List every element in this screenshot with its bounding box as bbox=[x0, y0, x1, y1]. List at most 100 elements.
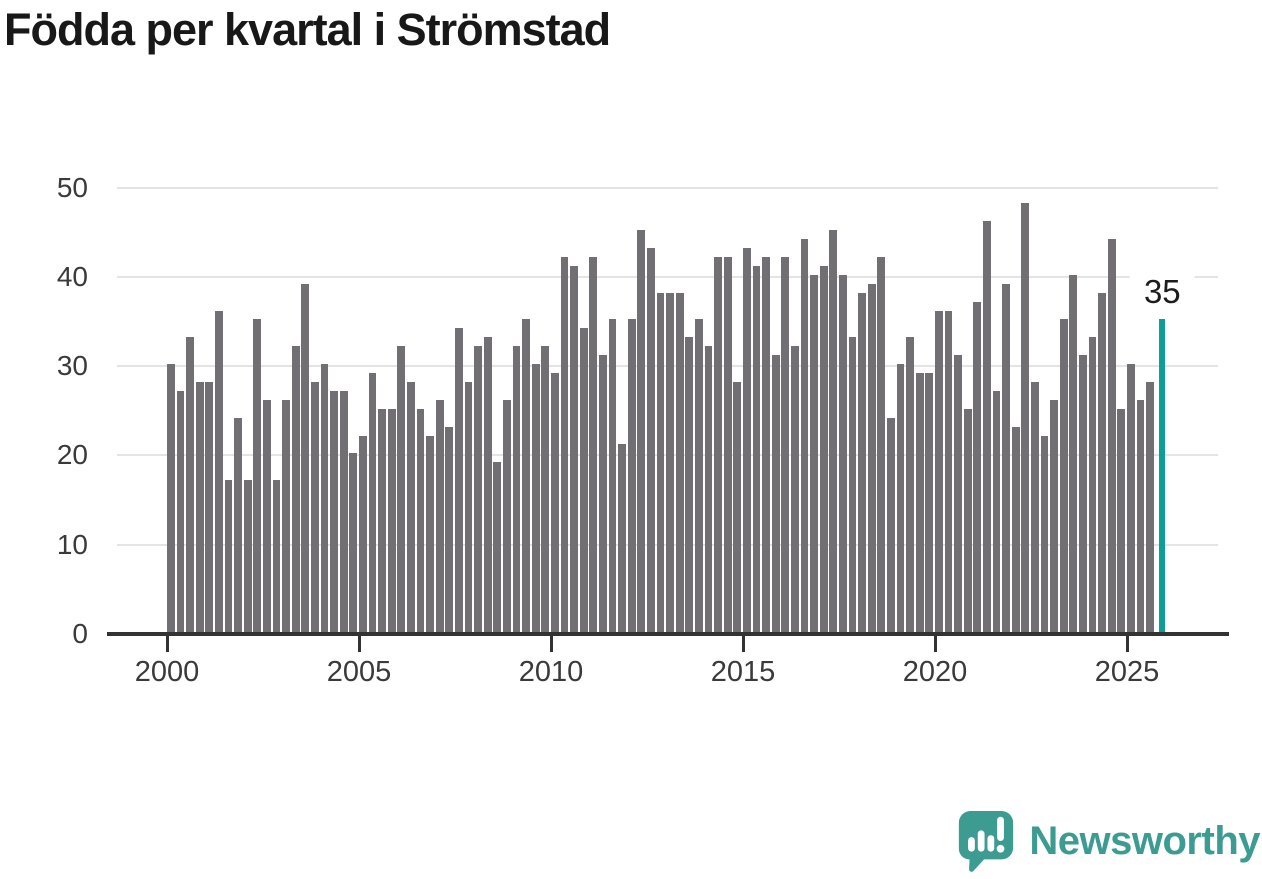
bar bbox=[944, 310, 953, 632]
y-axis-tick-label: 20 bbox=[56, 439, 88, 471]
x-axis-tick-label: 2015 bbox=[710, 656, 776, 688]
bar bbox=[599, 355, 607, 632]
bar bbox=[848, 337, 857, 632]
bar bbox=[483, 337, 492, 632]
x-axis-tick-label: 2010 bbox=[518, 656, 584, 688]
bar bbox=[704, 346, 713, 632]
bar bbox=[1021, 203, 1030, 632]
bar bbox=[176, 390, 185, 632]
bar bbox=[474, 346, 482, 632]
bar bbox=[359, 435, 367, 632]
y-gridline bbox=[117, 186, 1218, 189]
y-axis-tick-label: 50 bbox=[56, 171, 88, 203]
bar bbox=[714, 256, 722, 632]
bar bbox=[896, 364, 905, 632]
bar bbox=[282, 399, 290, 632]
bar bbox=[378, 408, 386, 632]
bar bbox=[618, 444, 626, 632]
x-axis-line bbox=[107, 632, 1229, 636]
bar bbox=[1059, 319, 1068, 632]
x-axis-tick bbox=[742, 636, 745, 652]
bar bbox=[407, 381, 415, 632]
bar bbox=[541, 346, 550, 632]
bar bbox=[195, 381, 204, 632]
bar bbox=[906, 337, 914, 632]
bar bbox=[1146, 381, 1154, 632]
x-axis-tick bbox=[166, 636, 169, 652]
bar bbox=[224, 480, 233, 632]
bar bbox=[455, 328, 463, 632]
x-axis-tick-label: 2005 bbox=[326, 656, 392, 688]
bar bbox=[1127, 364, 1135, 632]
bar bbox=[963, 408, 972, 632]
bar bbox=[272, 480, 281, 632]
bar bbox=[1079, 355, 1087, 632]
bar bbox=[685, 337, 694, 632]
bar bbox=[464, 381, 473, 632]
bar bbox=[743, 248, 751, 632]
bar bbox=[368, 373, 377, 632]
bar bbox=[416, 408, 425, 632]
bar bbox=[627, 319, 636, 632]
bar bbox=[1040, 435, 1049, 632]
bar bbox=[426, 435, 434, 632]
y-axis-tick-label: 30 bbox=[56, 350, 88, 382]
bar bbox=[675, 292, 684, 632]
bar bbox=[339, 390, 348, 632]
y-axis-tick-label: 0 bbox=[72, 618, 88, 649]
bar bbox=[522, 319, 530, 632]
bar bbox=[397, 346, 406, 632]
y-axis-tick-label: 40 bbox=[56, 260, 88, 292]
bar bbox=[810, 274, 818, 632]
x-axis-tick-label: 2020 bbox=[902, 656, 968, 688]
bar bbox=[551, 373, 559, 632]
bar bbox=[925, 373, 934, 632]
x-axis-tick bbox=[550, 636, 553, 652]
bar bbox=[1107, 239, 1116, 632]
bar bbox=[320, 364, 329, 632]
bar bbox=[243, 480, 252, 632]
highlight-value-label: 35 bbox=[1129, 271, 1195, 314]
bar bbox=[387, 408, 396, 632]
bar bbox=[954, 355, 962, 632]
bar bbox=[656, 292, 665, 632]
bar bbox=[311, 381, 319, 632]
x-axis-tick bbox=[934, 636, 937, 652]
bar bbox=[935, 310, 943, 632]
bar bbox=[186, 337, 194, 632]
bar bbox=[234, 417, 242, 632]
bar bbox=[762, 256, 770, 632]
bar bbox=[752, 265, 761, 632]
bar bbox=[839, 274, 847, 632]
bar bbox=[666, 292, 674, 632]
bar bbox=[887, 417, 895, 632]
bar bbox=[531, 364, 540, 632]
bar bbox=[589, 256, 598, 632]
bar bbox=[503, 399, 511, 632]
bar bbox=[579, 328, 588, 632]
bar bbox=[867, 283, 876, 632]
branding-footer: Newsworthy bbox=[955, 809, 1260, 873]
bar bbox=[1098, 292, 1106, 632]
bar bbox=[858, 292, 866, 632]
bar bbox=[512, 346, 521, 632]
bar bbox=[445, 426, 454, 632]
bar bbox=[723, 256, 732, 632]
bar bbox=[205, 381, 214, 632]
bar bbox=[973, 301, 982, 632]
bar bbox=[781, 256, 790, 632]
chart-title: Födda per kvartal i Strömstad bbox=[4, 4, 611, 55]
bar bbox=[771, 355, 780, 632]
bar bbox=[983, 221, 991, 632]
newsworthy-speech-bubble-chart-icon bbox=[959, 810, 1014, 872]
bar bbox=[215, 310, 223, 632]
x-axis-tick-label: 2000 bbox=[134, 656, 200, 688]
x-axis-tick bbox=[1126, 636, 1129, 652]
brand-wordmark: Newsworthy bbox=[1029, 818, 1260, 863]
bar bbox=[992, 390, 1001, 632]
bar bbox=[570, 265, 578, 632]
bar bbox=[647, 248, 655, 632]
bar bbox=[733, 381, 742, 632]
y-gridline bbox=[117, 275, 1218, 278]
